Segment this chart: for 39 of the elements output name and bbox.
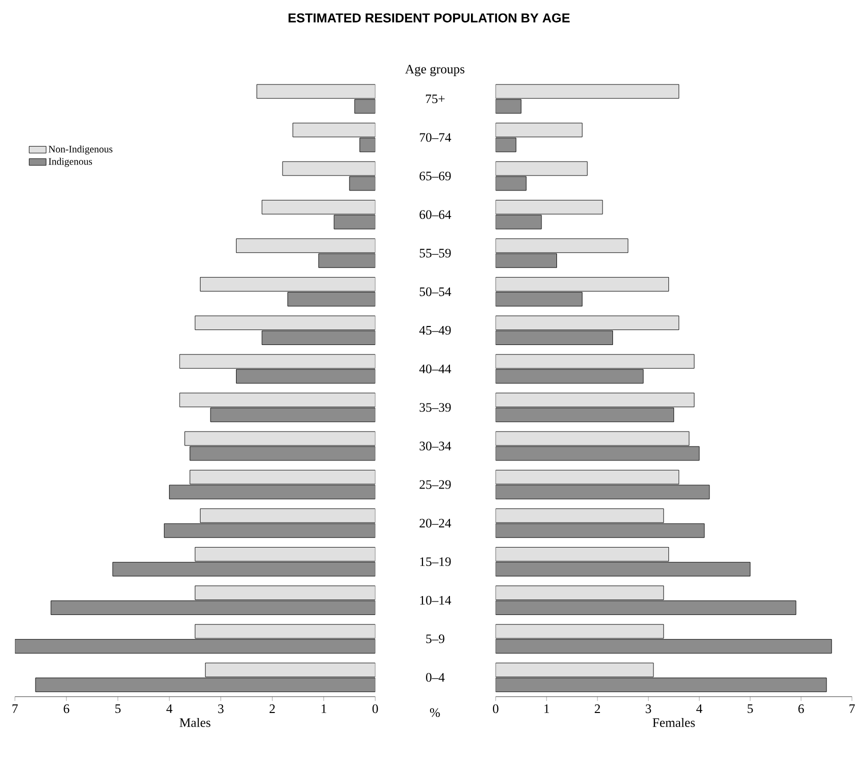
y-tick-label: 25–29	[420, 480, 451, 489]
x-tick-label: 2	[594, 704, 600, 713]
y-tick-label: 45–49	[419, 326, 451, 334]
y-tick-label: 75+	[426, 94, 445, 104]
legend-label: Indigenous	[48, 158, 92, 167]
x-tick-label: 6	[798, 704, 804, 713]
y-tick-label: 55–59	[420, 248, 451, 258]
x-axis-title: Females	[652, 718, 695, 727]
x-tick-label: 5	[115, 704, 121, 713]
y-axis-title: Age groups	[405, 64, 464, 76]
y-tick-label: 20–24	[420, 518, 452, 528]
y-tick-label: 10–14	[420, 596, 452, 604]
y-tick-label: 60–64	[420, 210, 452, 219]
y-tick-label: 40–44	[419, 364, 452, 374]
text: %	[430, 708, 440, 717]
x-tick-label: 3	[218, 704, 224, 713]
y-tick-label: 65–69	[420, 172, 451, 180]
text: ESTIMATED RESIDENT POPULATION BY AGE	[288, 13, 570, 22]
x-tick-label: 4	[166, 704, 172, 713]
legend-label: Non-Indigenous	[48, 145, 112, 154]
x-tick-label: 0	[372, 704, 378, 713]
x-tick-label: 7	[850, 704, 855, 713]
x-tick-label: 6	[64, 704, 70, 713]
y-tick-label: 15–19	[420, 557, 451, 566]
y-tick-label: 30–34	[420, 442, 452, 450]
y-tick-label: 50–54	[420, 287, 452, 296]
x-tick-label: 7	[12, 704, 18, 713]
y-tick-label: 35–39	[420, 402, 451, 412]
x-tick-label: 0	[492, 704, 498, 713]
y-tick-label: 70–74	[420, 132, 452, 142]
x-tick-label: 2	[270, 704, 275, 713]
x-tick-label: 1	[544, 704, 550, 713]
x-tick-label: 1	[322, 704, 326, 713]
x-axis-title: Males	[180, 718, 210, 727]
x-tick-label: 4	[696, 704, 702, 713]
x-tick-label: 3	[646, 704, 652, 713]
x-tick-label: 5	[748, 704, 753, 713]
y-tick-label: 0–4	[426, 672, 445, 682]
y-tick-label: 5–9	[426, 634, 444, 644]
